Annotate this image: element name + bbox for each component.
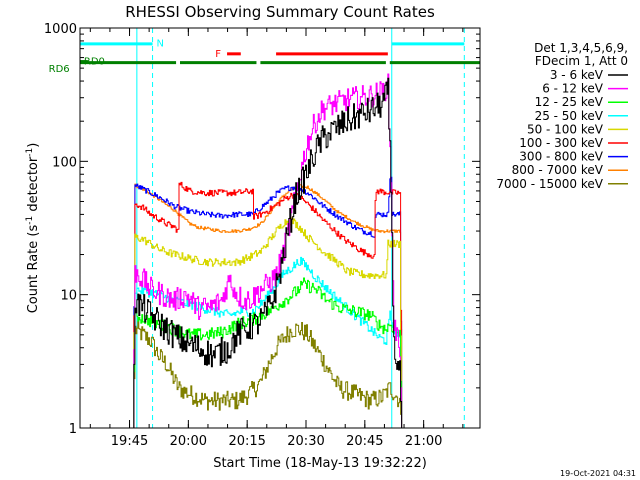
legend-label-6-12-kev: 6 - 12 keV (542, 82, 604, 96)
flag-label-rd6: RD6 (49, 64, 70, 75)
footer-timestamp: 19-Oct-2021 04:31 (560, 469, 636, 478)
series-50-100-kev (132, 217, 403, 428)
legend-label-50-100-kev: 50 - 100 keV (527, 122, 604, 136)
y-tick-label-3: 1000 (44, 22, 77, 37)
flag-label-n: N (156, 38, 163, 49)
y-tick-label-2: 100 (52, 155, 77, 170)
y-tick-label-1: 10 (60, 289, 77, 304)
y-tick-label-0: 1 (69, 422, 77, 437)
series-6-12-kev (132, 73, 403, 428)
legend-label-300-800-kev: 300 - 800 keV (519, 150, 603, 164)
legend-label-100-300-kev: 100 - 300 keV (519, 136, 603, 150)
x-tick-label-2: 20:15 (228, 434, 265, 449)
flag-label-f: F (215, 49, 221, 60)
chart-title: RHESSI Observing Summary Count Rates (125, 3, 435, 21)
legend-label-3-6-kev: 3 - 6 keV (550, 68, 604, 82)
x-tick-label-1: 20:00 (170, 434, 207, 449)
plot-area: NFRD0 (80, 28, 480, 428)
x-tick-label-0: 19:45 (111, 434, 148, 449)
legend-label-12-25-kev: 12 - 25 keV (535, 95, 604, 109)
legend-label-800-7000-kev: 800 - 7000 keV (512, 163, 604, 177)
axes: 19:45 20:00 20:15 20:30 20:45 21:00 1 10 100 1000 (44, 22, 480, 449)
x-tick-label-5: 21:00 (405, 434, 442, 449)
series-100-300-kev (132, 181, 403, 428)
x-tick-label-3: 20:30 (287, 434, 324, 449)
legend: Det 1,3,4,5,6,9, FDecim 1, Att 0 3 - 6 k… (496, 41, 628, 191)
plot-frame (79, 27, 481, 429)
series-3-6-kev (132, 77, 403, 428)
series-300-800-kev (132, 176, 403, 428)
legend-label-25-50-kev: 25 - 50 keV (535, 109, 604, 123)
y-axis-label: Count Rate (s-1 detector-1) (25, 143, 41, 314)
legend-header-fdecim: FDecim 1, Att 0 (535, 54, 628, 68)
x-axis-label: Start Time (18-May-13 19:32:22) (213, 456, 427, 471)
legend-label-7000-15000-kev: 7000 - 15000 keV (496, 177, 603, 191)
x-tick-label-4: 20:45 (346, 434, 383, 449)
legend-header-detectors: Det 1,3,4,5,6,9, (534, 41, 628, 55)
series-7000-15000-kev (132, 321, 403, 428)
